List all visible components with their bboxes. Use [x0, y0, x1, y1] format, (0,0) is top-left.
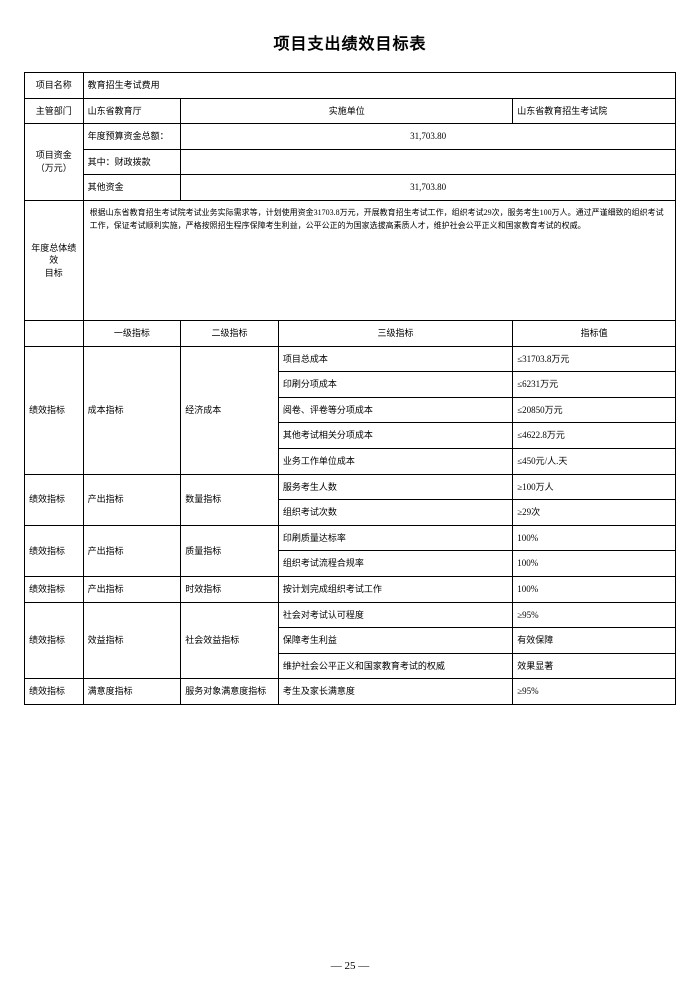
cell-l3: 社会对考试认可程度: [278, 602, 512, 628]
cell-l2: 社会效益指标: [181, 602, 279, 679]
row-project-name: 项目名称 教育招生考试费用: [25, 73, 676, 99]
cell-l3: 业务工作单位成本: [278, 448, 512, 474]
cell-fund-total-value: 31,703.80: [181, 124, 676, 150]
cell-project-name: 教育招生考试费用: [83, 73, 675, 99]
cell-l2-header: 二级指标: [181, 320, 279, 346]
cell-val: ≥95%: [513, 679, 676, 705]
cell-l3: 组织考试流程合规率: [278, 551, 512, 577]
cell-blank-header: [25, 320, 84, 346]
cell-l2: 时效指标: [181, 576, 279, 602]
cell-val: ≤31703.8万元: [513, 346, 676, 372]
performance-table: 项目名称 教育招生考试费用 主管部门 山东省教育厅 实施单位 山东省教育招生考试…: [24, 72, 676, 705]
cell-cat: 绩效指标: [25, 525, 84, 576]
cell-fund-total-label: 年度预算资金总额：: [83, 124, 181, 150]
cell-l2: 数量指标: [181, 474, 279, 525]
cell-val: ≤6231万元: [513, 372, 676, 398]
cell-l3: 保障考生利益: [278, 628, 512, 654]
cell-val: 100%: [513, 525, 676, 551]
cell-l1: 效益指标: [83, 602, 181, 679]
cell-l3: 维护社会公平正义和国家教育考试的权威: [278, 653, 512, 679]
row-dept: 主管部门 山东省教育厅 实施单位 山东省教育招生考试院: [25, 98, 676, 124]
cell-goal-label: 年度总体绩效 目标: [25, 200, 84, 320]
cell-dept-label: 主管部门: [25, 98, 84, 124]
cell-l3: 印刷分项成本: [278, 372, 512, 398]
cell-l2: 服务对象满意度指标: [181, 679, 279, 705]
cell-l3: 按计划完成组织考试工作: [278, 576, 512, 602]
row-goal: 年度总体绩效 目标 根据山东省教育招生考试院考试业务实际需求等，计划使用资金31…: [25, 200, 676, 320]
cell-cat: 绩效指标: [25, 679, 84, 705]
cell-val: 效果显著: [513, 653, 676, 679]
cell-l3: 印刷质量达标率: [278, 525, 512, 551]
cell-cat: 绩效指标: [25, 346, 84, 474]
cell-l3: 组织考试次数: [278, 500, 512, 526]
cell-val: ≥100万人: [513, 474, 676, 500]
table-row: 绩效指标 产出指标 数量指标 服务考生人数 ≥100万人: [25, 474, 676, 500]
cell-project-name-label: 项目名称: [25, 73, 84, 99]
table-row: 绩效指标 产出指标 质量指标 印刷质量达标率 100%: [25, 525, 676, 551]
table-row: 绩效指标 效益指标 社会效益指标 社会对考试认可程度 ≥95%: [25, 602, 676, 628]
cell-l1: 满意度指标: [83, 679, 181, 705]
cell-impl: 山东省教育招生考试院: [513, 98, 676, 124]
cell-fund-other-value: 31,703.80: [181, 175, 676, 201]
cell-cat: 绩效指标: [25, 602, 84, 679]
cell-goal-text: 根据山东省教育招生考试院考试业务实际需求等，计划使用资金31703.8万元，开展…: [83, 200, 675, 320]
cell-l1: 产出指标: [83, 474, 181, 525]
cell-val: 100%: [513, 551, 676, 577]
cell-fund-other-label: 其他资金: [83, 175, 181, 201]
table-row: 绩效指标 成本指标 经济成本 项目总成本 ≤31703.8万元: [25, 346, 676, 372]
row-fund-other: 其他资金 31,703.80: [25, 175, 676, 201]
table-row: 绩效指标 满意度指标 服务对象满意度指标 考生及家长满意度 ≥95%: [25, 679, 676, 705]
cell-cat: 绩效指标: [25, 576, 84, 602]
cell-val: 有效保障: [513, 628, 676, 654]
cell-cat: 绩效指标: [25, 474, 84, 525]
cell-l1: 成本指标: [83, 346, 181, 474]
cell-funds-group: 项目资金 （万元）: [25, 124, 84, 201]
cell-val: 100%: [513, 576, 676, 602]
cell-l3: 阅卷、评卷等分项成本: [278, 397, 512, 423]
cell-l2: 质量指标: [181, 525, 279, 576]
cell-fund-fiscal-label: 其中：财政拨款: [83, 149, 181, 175]
cell-val: ≤20850万元: [513, 397, 676, 423]
row-indicator-header: 一级指标 二级指标 三级指标 指标值: [25, 320, 676, 346]
cell-dept: 山东省教育厅: [83, 98, 181, 124]
table-row: 绩效指标 产出指标 时效指标 按计划完成组织考试工作 100%: [25, 576, 676, 602]
cell-l3: 其他考试相关分项成本: [278, 423, 512, 449]
cell-impl-label: 实施单位: [181, 98, 513, 124]
cell-val: ≥29次: [513, 500, 676, 526]
cell-l3-header: 三级指标: [278, 320, 512, 346]
page-number: — 25 —: [0, 960, 700, 972]
cell-val-header: 指标值: [513, 320, 676, 346]
cell-l1: 产出指标: [83, 525, 181, 576]
row-fund-total: 项目资金 （万元） 年度预算资金总额： 31,703.80: [25, 124, 676, 150]
cell-val: ≥95%: [513, 602, 676, 628]
cell-fund-fiscal-value: [181, 149, 676, 175]
cell-l1-header: 一级指标: [83, 320, 181, 346]
cell-l3: 考生及家长满意度: [278, 679, 512, 705]
row-fund-fiscal: 其中：财政拨款: [25, 149, 676, 175]
cell-l2: 经济成本: [181, 346, 279, 474]
cell-l3: 服务考生人数: [278, 474, 512, 500]
cell-val: ≤450元/人.天: [513, 448, 676, 474]
cell-l3: 项目总成本: [278, 346, 512, 372]
page-title: 项目支出绩效目标表: [24, 30, 676, 54]
cell-val: ≤4622.8万元: [513, 423, 676, 449]
cell-l1: 产出指标: [83, 576, 181, 602]
